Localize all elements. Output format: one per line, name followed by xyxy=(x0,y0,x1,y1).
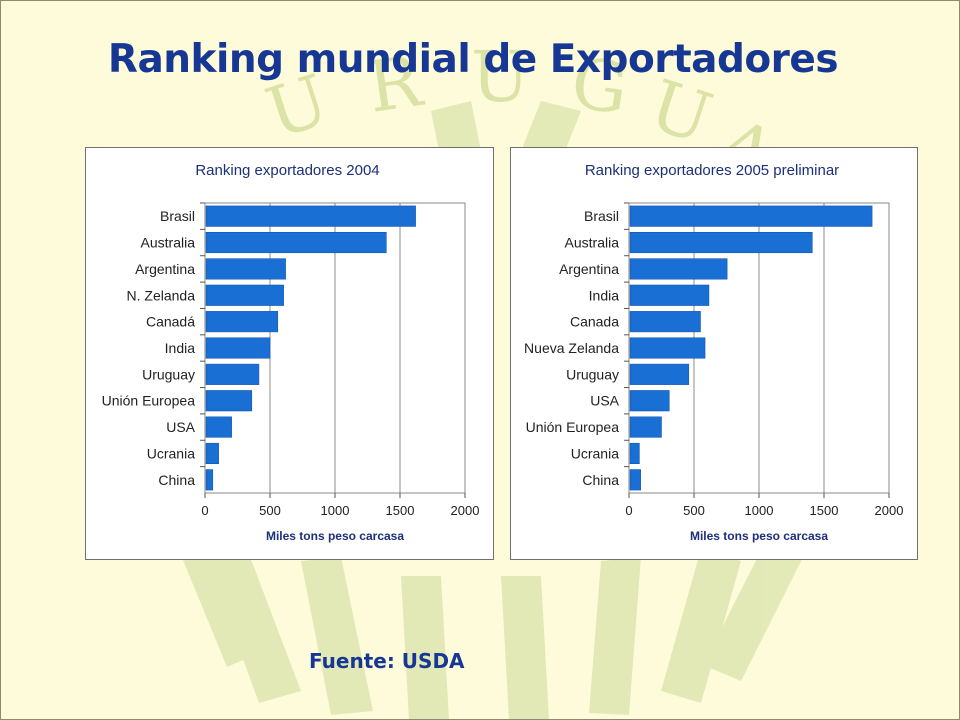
x-axis-label: Miles tons peso carcasa xyxy=(690,529,828,543)
category-label: Unión Europea xyxy=(102,393,196,409)
bar xyxy=(205,205,416,227)
chart-panel-2004: Ranking exportadores 2004 0 500 1000 1500 200… xyxy=(85,147,494,560)
category-label: Brasil xyxy=(160,208,195,224)
x-tick-label: 1500 xyxy=(386,503,415,518)
category-label: USA xyxy=(166,419,195,435)
category-label: Argentina xyxy=(559,261,619,277)
bar xyxy=(205,390,253,412)
bar xyxy=(205,469,214,491)
bar-chart-2004: Ranking exportadores 2004 0 500 1000 1500 200… xyxy=(102,162,480,543)
bar xyxy=(205,363,260,385)
page-title: Ranking mundial de Exportadores xyxy=(107,37,839,82)
bar xyxy=(629,232,813,254)
bar xyxy=(629,205,873,227)
x-tick-label: 1000 xyxy=(321,503,350,518)
chart-panel-2005: Ranking exportadores 2005 preliminar 0 500… xyxy=(510,147,918,560)
bar xyxy=(205,284,284,306)
bar xyxy=(205,337,271,359)
category-label: Ucrania xyxy=(147,445,195,461)
bar xyxy=(629,337,706,359)
x-tick-label: 0 xyxy=(625,503,632,518)
category-label: Australia xyxy=(141,235,196,251)
bar xyxy=(205,442,219,464)
x-tick-label: 2000 xyxy=(451,503,480,518)
bar xyxy=(205,416,232,438)
category-label: N. Zelanda xyxy=(127,287,196,303)
category-label: USA xyxy=(590,393,619,409)
category-label: Canadá xyxy=(146,314,195,330)
bar xyxy=(629,363,690,385)
category-label: Australia xyxy=(565,235,620,251)
bar-chart-2005: Ranking exportadores 2005 preliminar 0 500… xyxy=(524,162,904,543)
category-label: Uruguay xyxy=(566,366,619,382)
category-label: Uruguay xyxy=(142,366,195,382)
x-tick-label: 500 xyxy=(259,503,281,518)
bar xyxy=(629,390,670,412)
chart-title: Ranking exportadores 2004 xyxy=(195,162,379,179)
x-tick-label: 2000 xyxy=(875,503,904,518)
x-tick-label: 0 xyxy=(201,503,208,518)
x-tick-label: 1500 xyxy=(810,503,839,518)
bar xyxy=(629,442,640,464)
bar xyxy=(629,416,662,438)
category-label: Canada xyxy=(570,314,619,330)
category-label: China xyxy=(158,472,195,488)
category-label: Unión Europea xyxy=(526,419,620,435)
x-axis-label: Miles tons peso carcasa xyxy=(266,529,404,543)
category-label: India xyxy=(165,340,196,356)
bar xyxy=(629,258,728,280)
chart-title: Ranking exportadores 2005 preliminar xyxy=(585,162,839,179)
x-tick-label: 500 xyxy=(683,503,705,518)
watermark-letter: G xyxy=(566,42,633,131)
bar xyxy=(205,311,279,333)
bar xyxy=(629,311,701,333)
category-label: Ucrania xyxy=(571,445,619,461)
bar xyxy=(629,284,710,306)
category-label: Argentina xyxy=(135,261,195,277)
bar xyxy=(205,258,286,280)
category-label: Nueva Zelanda xyxy=(524,340,619,356)
category-label: China xyxy=(582,472,619,488)
category-label: India xyxy=(589,287,620,303)
watermark-letter: U xyxy=(471,36,530,118)
source-note: Fuente: USDA xyxy=(309,649,465,673)
bar xyxy=(629,469,641,491)
category-label: Brasil xyxy=(584,208,619,224)
x-tick-label: 1000 xyxy=(745,503,774,518)
bar xyxy=(205,232,387,254)
